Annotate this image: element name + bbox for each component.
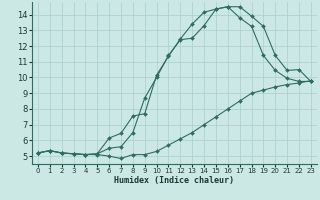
X-axis label: Humidex (Indice chaleur): Humidex (Indice chaleur) [115, 176, 234, 185]
